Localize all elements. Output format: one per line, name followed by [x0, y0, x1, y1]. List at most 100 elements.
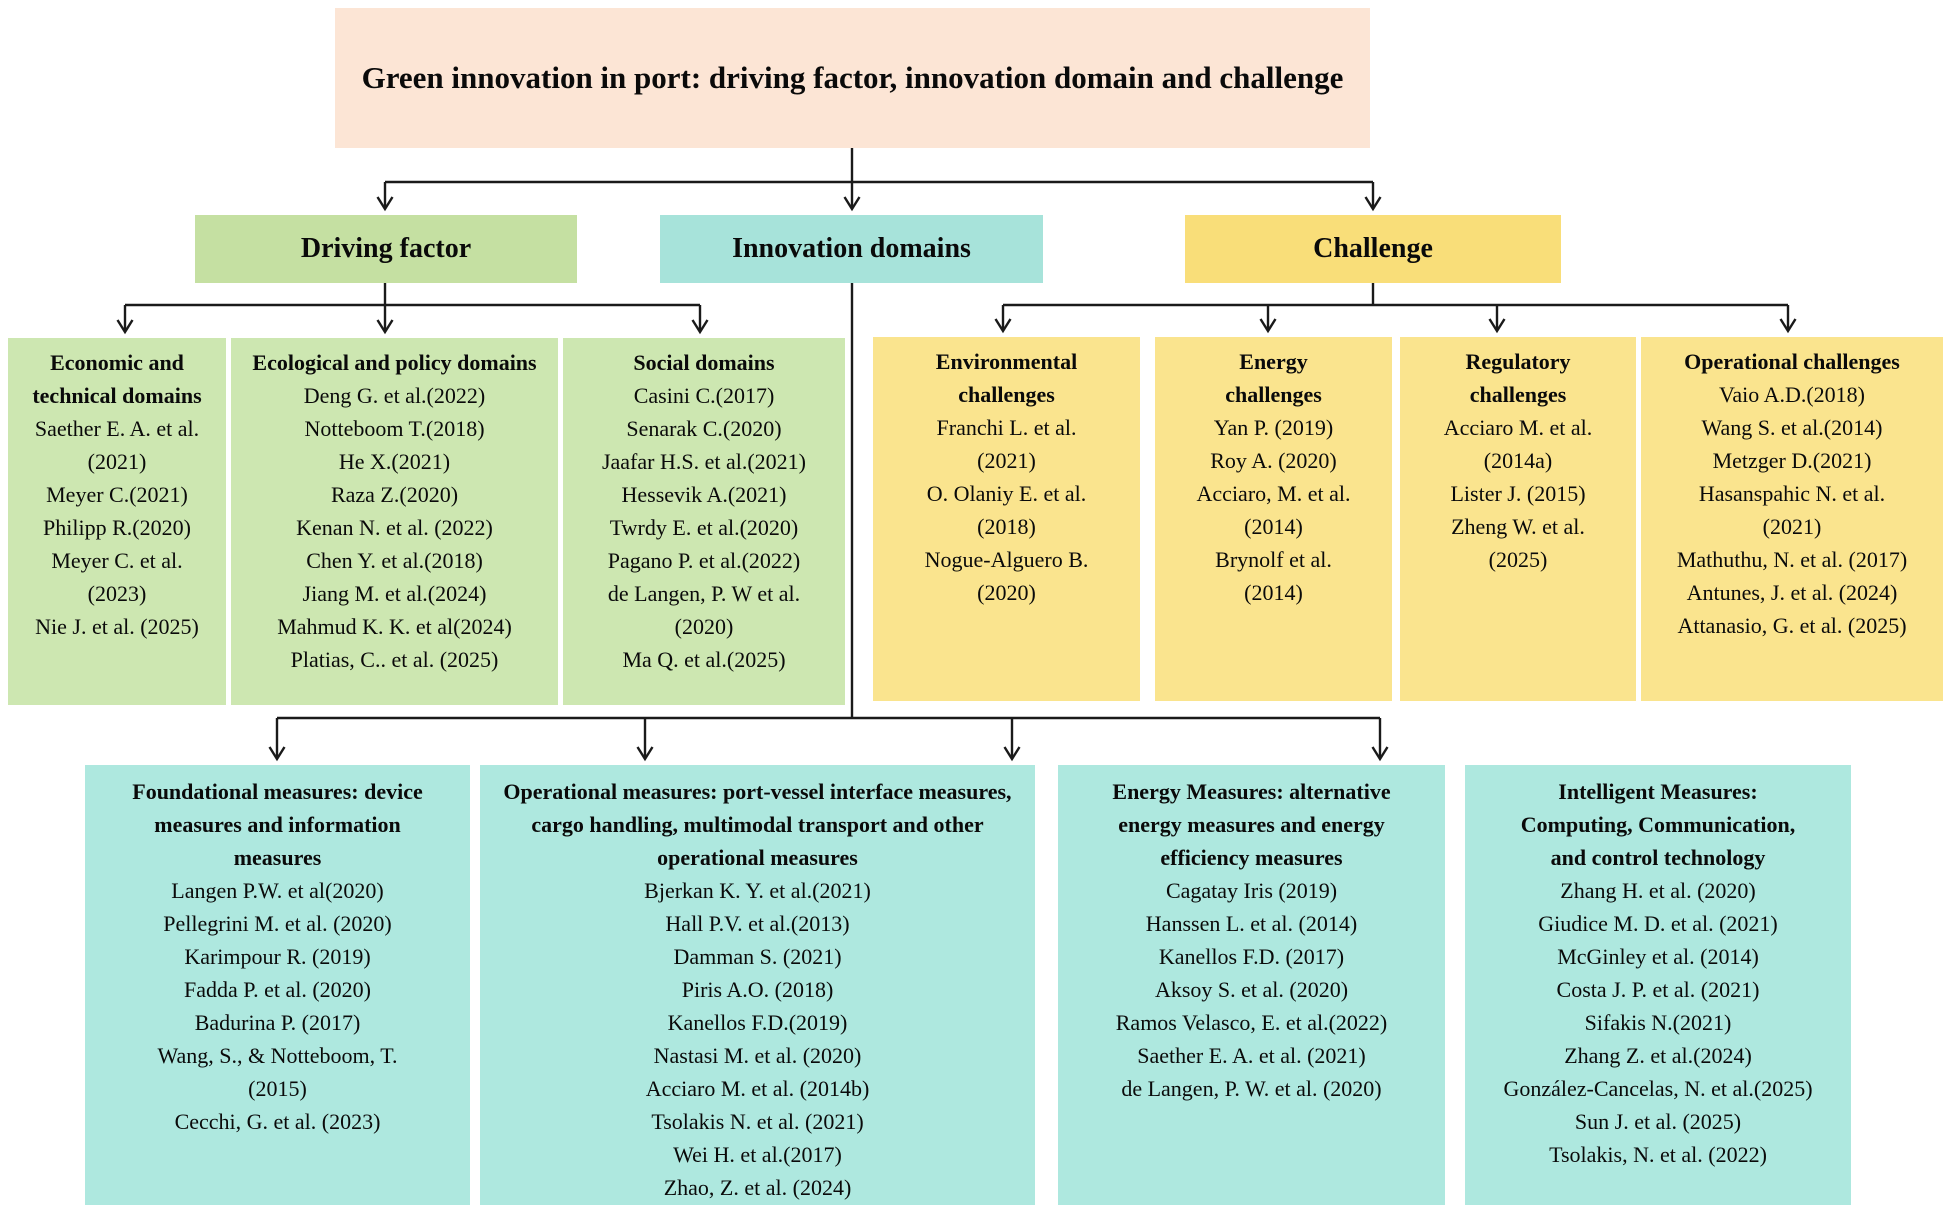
- citation: Kenan N. et al. (2022): [296, 515, 493, 540]
- box-heading: Social domains: [633, 350, 775, 375]
- citation: Acciaro M. et al. (2014b): [645, 1076, 870, 1101]
- citation: Piris A.O. (2018): [681, 977, 834, 1002]
- domain-box-social: Social domains Casini C.(2017) Senarak C.…: [563, 338, 845, 705]
- citation: Hessevik A.(2021): [621, 482, 787, 507]
- page-title: Green innovation in port: driving factor…: [335, 8, 1370, 148]
- citation: Aksoy S. et al. (2020): [1154, 977, 1349, 1002]
- citation: Vaio A.D.(2018): [1718, 382, 1866, 407]
- box-heading: Operational measures: port-vessel interf…: [503, 779, 1012, 870]
- citation: Meyer C. et al. (2023): [51, 548, 183, 606]
- citation: Tsolakis, N. et al. (2022): [1549, 1142, 1767, 1167]
- citation: Damman S. (2021): [673, 944, 842, 969]
- citation: Pellegrini M. et al. (2020): [163, 911, 392, 936]
- citation: Nie J. et al. (2025): [35, 614, 199, 639]
- citation: Pagano P. et al.(2022): [607, 548, 801, 573]
- citation: Jiang M. et al.(2024): [302, 581, 487, 606]
- citation-list: Bjerkan K. Y. et al.(2021) Hall P.V. et a…: [500, 874, 1015, 1204]
- citation: Giudice M. D. et al. (2021): [1538, 911, 1778, 936]
- box-heading: Operational challenges: [1684, 349, 1900, 374]
- challenge-box-environmental: Environmental challenges Franchi L. et a…: [873, 337, 1140, 701]
- citation: Hall P.V. et al.(2013): [665, 911, 850, 936]
- citation: Ma Q. et al.(2025): [622, 647, 786, 672]
- citation: Raza Z.(2020): [330, 482, 459, 507]
- measure-box-operational: Operational measures: port-vessel interf…: [480, 765, 1035, 1205]
- citation: Wei H. et al.(2017): [673, 1142, 842, 1167]
- citation: Casini C.(2017): [633, 383, 775, 408]
- citation: Fadda P. et al. (2020): [184, 977, 371, 1002]
- citation: Kanellos F.D.(2019): [667, 1010, 848, 1035]
- citation: Attanasio, G. et al. (2025): [1677, 613, 1907, 638]
- citation: Ramos Velasco, E. et al.(2022): [1115, 1010, 1388, 1035]
- branch-innovation-domains: Innovation domains: [660, 215, 1043, 283]
- citation: Kanellos F.D. (2017): [1158, 944, 1345, 969]
- box-heading: Economic and technical domains: [32, 350, 202, 408]
- citation: Costa J. P. et al. (2021): [1556, 977, 1760, 1002]
- branch-driving-factor: Driving factor: [195, 215, 577, 283]
- citation: Hanssen L. et al. (2014): [1145, 911, 1358, 936]
- domain-box-economic-technical: Economic and technical domains Saether E…: [8, 338, 226, 705]
- citation: Zhang Z. et al.(2024): [1564, 1043, 1752, 1068]
- citation: Franchi L. et al. (2021): [936, 415, 1077, 473]
- branch-challenge: Challenge: [1185, 215, 1561, 283]
- citation: de Langen, P. W. et al. (2020): [1121, 1076, 1382, 1101]
- citation: Acciaro, M. et al. (2014): [1196, 481, 1351, 539]
- citation: Philipp R.(2020): [43, 515, 191, 540]
- citation-list: Vaio A.D.(2018) Wang S. et al.(2014) Metzg…: [1671, 378, 1913, 642]
- citation: Metzger D.(2021): [1712, 448, 1872, 473]
- challenge-box-operational: Operational challenges Vaio A.D.(2018) Wa…: [1641, 337, 1943, 701]
- citation: Nastasi M. et al. (2020): [653, 1043, 862, 1068]
- citation: Nogue-Alguero B. (2020): [924, 547, 1089, 605]
- citation: Meyer C.(2021): [46, 482, 188, 507]
- citation: Zhang H. et al. (2020): [1560, 878, 1756, 903]
- citation: Zhao, Z. et al. (2024): [663, 1175, 852, 1200]
- citation: Chen Y. et al.(2018): [306, 548, 483, 573]
- citation: Brynolf et al. (2014): [1215, 547, 1332, 605]
- citation: Wang S. et al.(2014): [1701, 415, 1883, 440]
- branch-innovation-domains-label: Innovation domains: [732, 233, 971, 264]
- citation: Saether E. A. et al. (2021): [34, 416, 200, 474]
- box-heading: Ecological and policy domains: [252, 350, 537, 375]
- page-title-text: Green innovation in port: driving factor…: [361, 60, 1344, 95]
- citation: He X.(2021): [338, 449, 451, 474]
- citation: O. Olaniy E. et al.(2018): [926, 481, 1087, 539]
- citation: Langen P.W. et al(2020): [171, 878, 384, 903]
- citation: Acciaro M. et al. (2014a): [1443, 415, 1593, 473]
- measure-box-foundational: Foundational measures: device measures a…: [85, 765, 470, 1205]
- citation: Yan P. (2019): [1213, 415, 1334, 440]
- citation: Saether E. A. et al. (2021): [1137, 1043, 1366, 1068]
- citation: Cecchi, G. et al. (2023): [174, 1109, 381, 1134]
- citation: Jaafar H.S. et al.(2021): [601, 449, 807, 474]
- citation: Notteboom T.(2018): [304, 416, 485, 441]
- citation: Cagatay Iris (2019): [1165, 878, 1338, 903]
- citation: Karimpour R. (2019): [184, 944, 371, 969]
- citation: Mahmud K. K. et al(2024): [277, 614, 512, 639]
- citation-list: Langen P.W. et al(2020) Pellegrini M. et …: [130, 874, 425, 1138]
- branch-challenge-label: Challenge: [1313, 233, 1433, 264]
- citation-list: Saether E. A. et al. (2021) Meyer C.(2021…: [20, 412, 214, 643]
- citation-list: Zhang H. et al. (2020) Giudice M. D. et a…: [1503, 874, 1813, 1171]
- box-heading: Intelligent Measures: Computing, Communi…: [1520, 779, 1796, 870]
- citation: Bjerkan K. Y. et al.(2021): [644, 878, 871, 903]
- challenge-box-energy: Energy challenges Yan P. (2019) Roy A. (2…: [1155, 337, 1392, 701]
- citation: de Langen, P. W et al. (2020): [607, 581, 801, 639]
- citation: Lister J. (2015): [1450, 481, 1586, 506]
- branch-driving-factor-label: Driving factor: [300, 233, 472, 264]
- citation: Sun J. et al. (2025): [1574, 1109, 1742, 1134]
- measure-box-energy: Energy Measures: alternative energy meas…: [1058, 765, 1445, 1205]
- citation: Mathuthu, N. et al. (2017): [1676, 547, 1908, 572]
- citation-list: Casini C.(2017) Senarak C.(2020) Jaafar H.…: [579, 379, 829, 676]
- domain-box-ecological-policy: Ecological and policy domains Deng G. et…: [231, 338, 558, 705]
- citation: Deng G. et al.(2022): [303, 383, 486, 408]
- box-heading: Energy Measures: alternative energy meas…: [1112, 779, 1391, 870]
- citation: González-Cancelas, N. et al.(2025): [1503, 1076, 1813, 1101]
- citation: Zheng W. et al. (2025): [1451, 514, 1585, 572]
- box-heading: Energy challenges: [1225, 349, 1322, 407]
- citation: Tsolakis N. et al. (2021): [651, 1109, 864, 1134]
- citation: Platias, C.. et al. (2025): [290, 647, 499, 672]
- citation-list: Yan P. (2019) Roy A. (2020) Acciaro, M. et…: [1195, 411, 1352, 609]
- citation: Sifakis N.(2021): [1584, 1010, 1732, 1035]
- citation-list: Deng G. et al.(2022) Notteboom T.(2018) He…: [247, 379, 542, 676]
- citation: McGinley et al. (2014): [1557, 944, 1759, 969]
